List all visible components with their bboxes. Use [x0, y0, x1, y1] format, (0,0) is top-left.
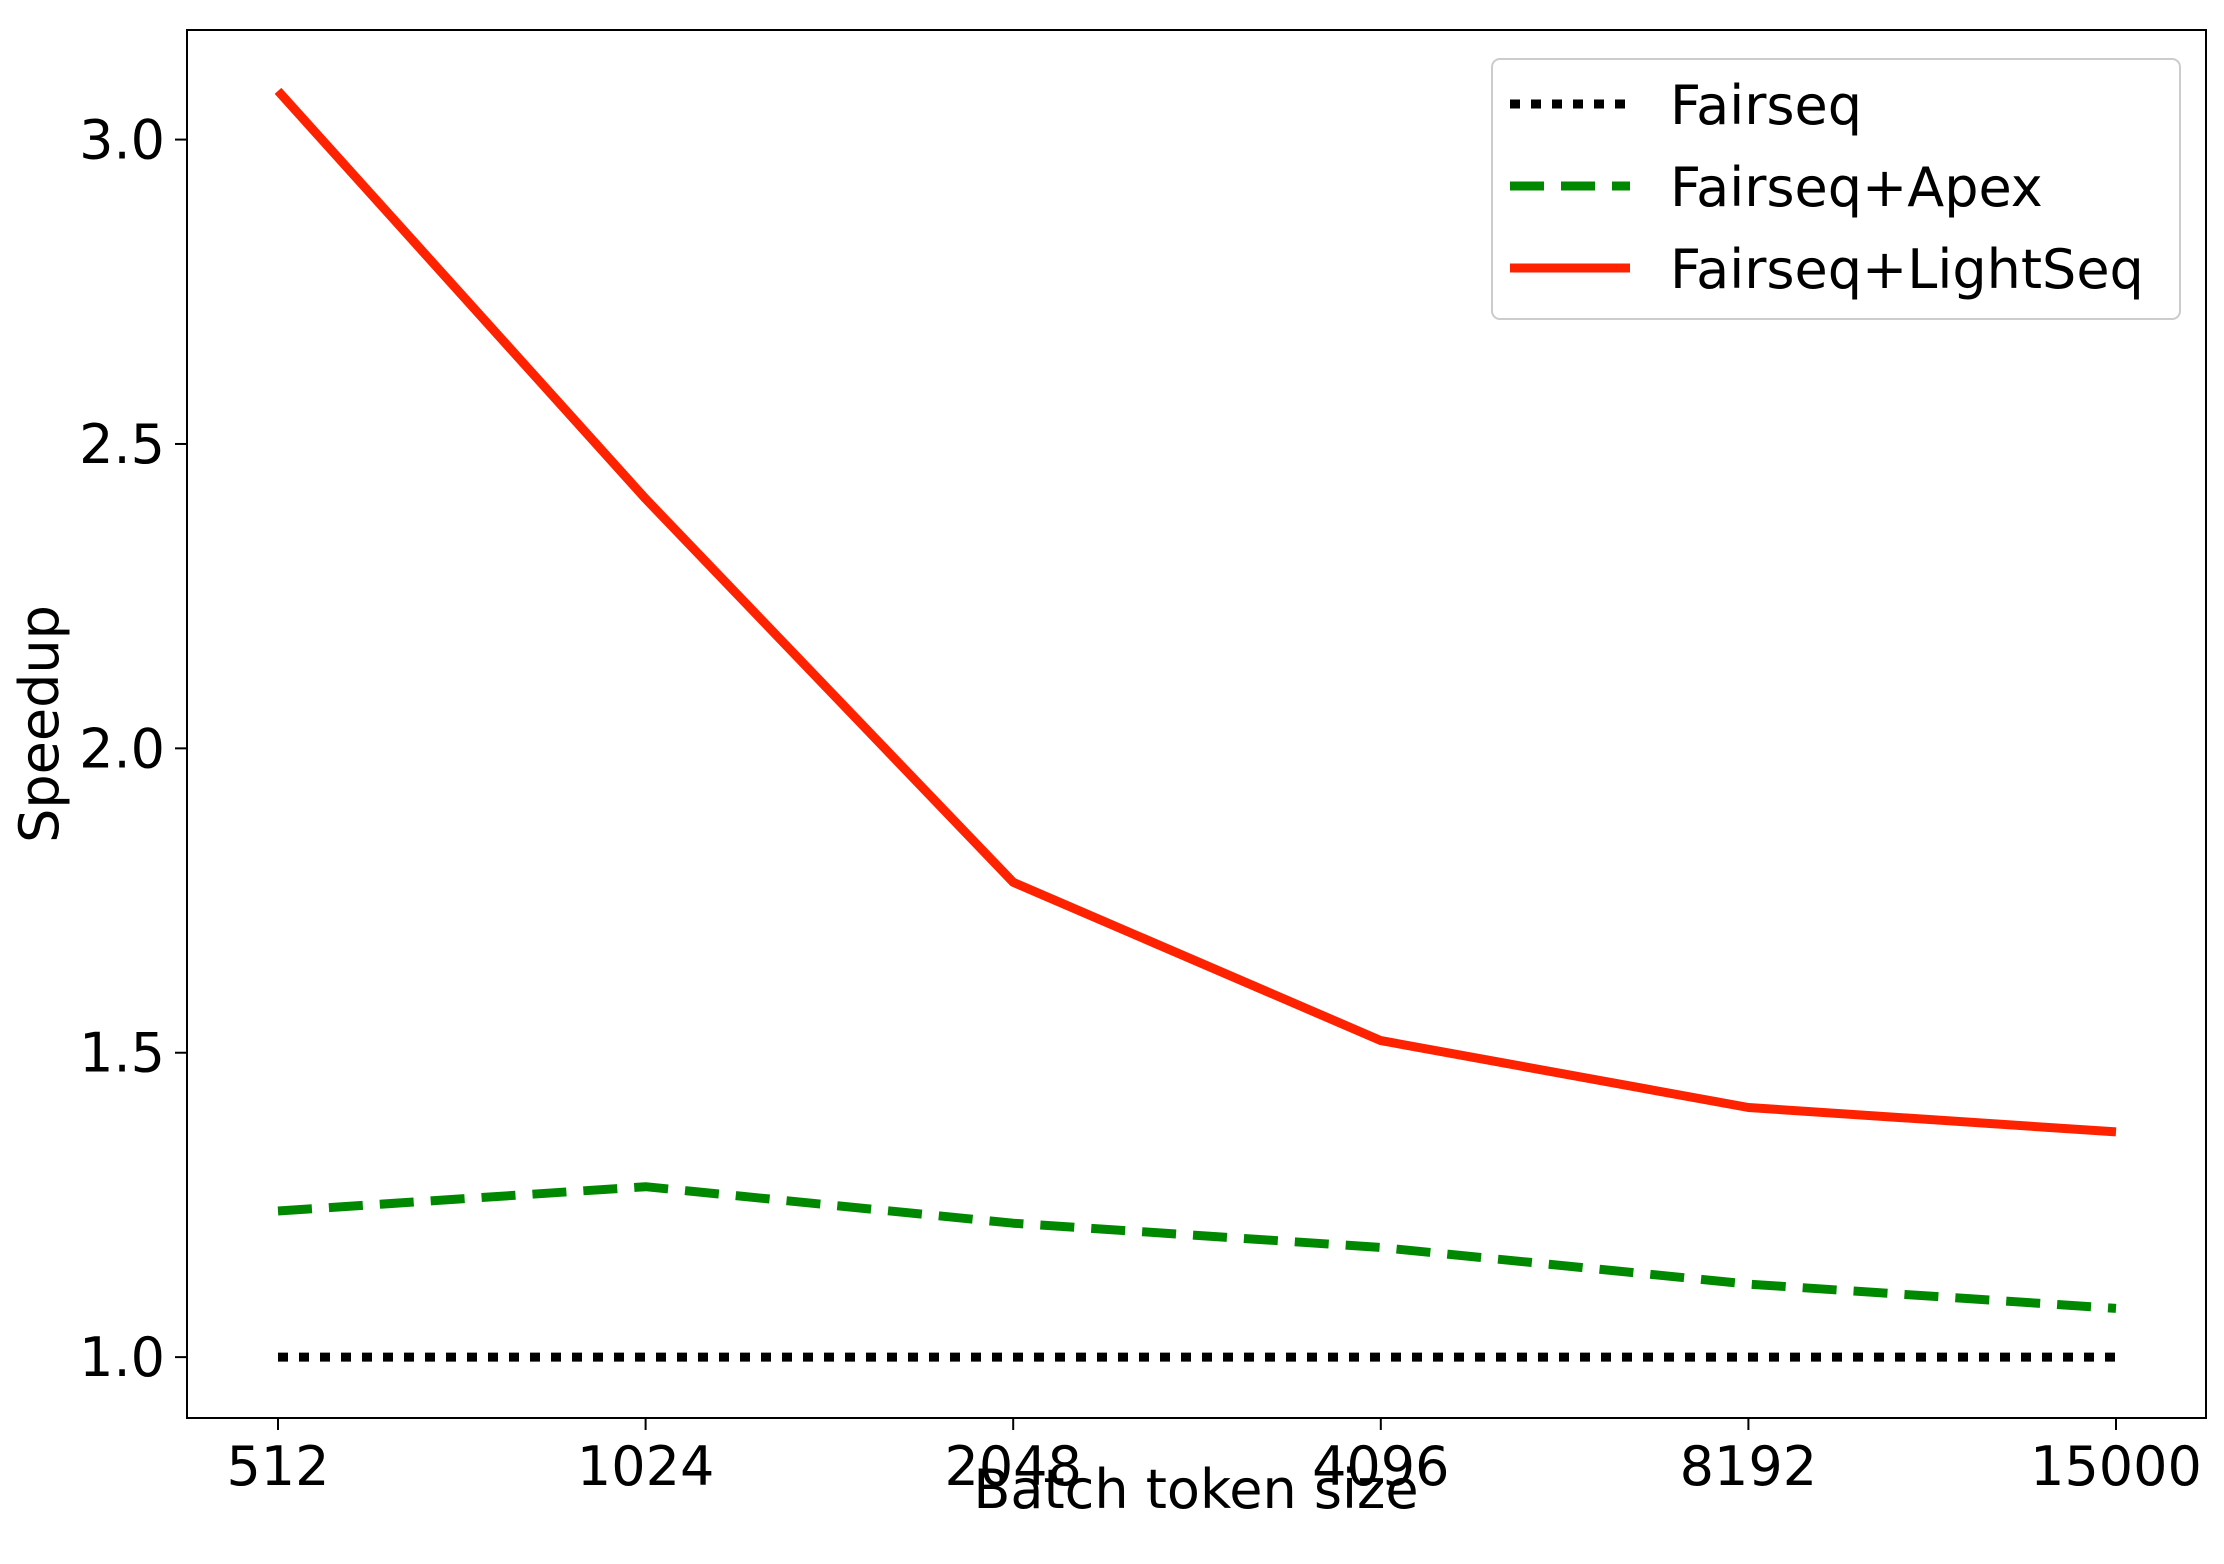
- legend-box: [1491, 58, 2181, 320]
- x-tick-label: 512: [226, 1435, 329, 1498]
- legend-label: Fairseq: [1670, 74, 1862, 137]
- legend-label: Fairseq+Apex: [1670, 156, 2043, 219]
- y-tick-label: 1.0: [79, 1326, 165, 1389]
- series-layer: [274, 87, 2117, 1362]
- y-axis-label: Speedup: [8, 605, 71, 843]
- legend: Fairseq Fairseq+Apex Fairseq+LightSeq: [1491, 58, 2181, 320]
- x-tick-label: 2048: [944, 1435, 1081, 1498]
- y-tick-label: 2.0: [79, 717, 165, 780]
- y-tick-label: 3.0: [79, 109, 165, 172]
- x-axis-label: Batch token size: [973, 1458, 1418, 1521]
- legend-label: Fairseq+LightSeq: [1670, 238, 2144, 301]
- x-tick-label: 15000: [2030, 1435, 2202, 1498]
- y-tick-label: 1.5: [79, 1022, 165, 1085]
- x-tick-label: 8192: [1680, 1435, 1817, 1498]
- x-tick-label: 4096: [1312, 1435, 1449, 1498]
- axis-layer: 512 1024 2048 4096 8192 15000 1.0 1.5 2.0 2.5 3.0: [79, 109, 2202, 1498]
- y-tick-label: 2.5: [79, 413, 165, 476]
- series-line-fairseq-lightseq: [274, 87, 2117, 1137]
- series-line-fairseq-apex: [277, 1182, 2117, 1313]
- x-tick-label: 1024: [577, 1435, 714, 1498]
